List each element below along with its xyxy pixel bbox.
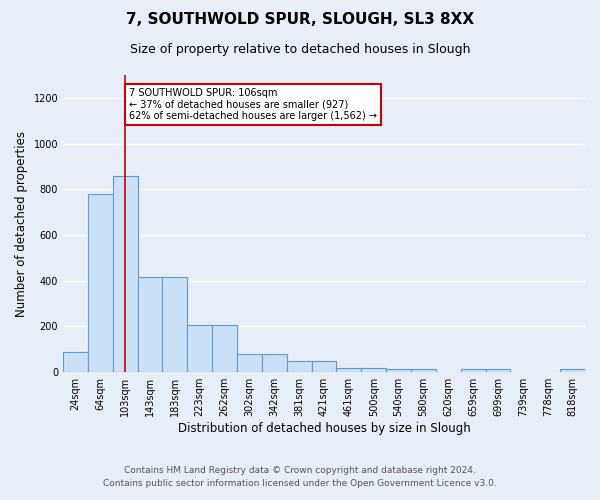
Bar	[137, 278, 163, 372]
Bar	[386, 369, 411, 372]
Bar	[88, 194, 113, 372]
Bar	[485, 369, 511, 372]
Bar	[113, 176, 137, 372]
Bar	[262, 354, 287, 372]
Bar	[361, 368, 386, 372]
Bar	[560, 369, 585, 372]
Bar	[311, 361, 337, 372]
Bar	[63, 352, 88, 372]
Bar	[237, 354, 262, 372]
Bar	[337, 368, 361, 372]
Bar	[287, 361, 311, 372]
Y-axis label: Number of detached properties: Number of detached properties	[15, 130, 28, 316]
Text: 7 SOUTHWOLD SPUR: 106sqm
← 37% of detached houses are smaller (927)
62% of semi-: 7 SOUTHWOLD SPUR: 106sqm ← 37% of detach…	[129, 88, 377, 121]
Text: Size of property relative to detached houses in Slough: Size of property relative to detached ho…	[130, 42, 470, 56]
Text: 7, SOUTHWOLD SPUR, SLOUGH, SL3 8XX: 7, SOUTHWOLD SPUR, SLOUGH, SL3 8XX	[126, 12, 474, 28]
Bar	[411, 369, 436, 372]
Bar	[212, 326, 237, 372]
Bar	[187, 326, 212, 372]
Bar	[163, 278, 187, 372]
X-axis label: Distribution of detached houses by size in Slough: Distribution of detached houses by size …	[178, 422, 470, 435]
Bar	[461, 369, 485, 372]
Text: Contains HM Land Registry data © Crown copyright and database right 2024.
Contai: Contains HM Land Registry data © Crown c…	[103, 466, 497, 487]
